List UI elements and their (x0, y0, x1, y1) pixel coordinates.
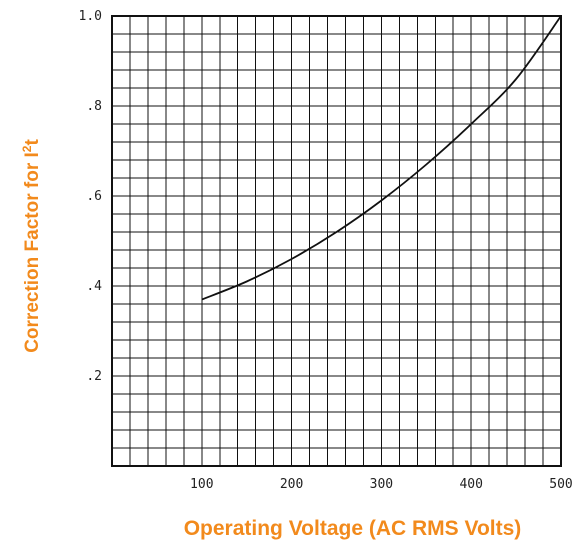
y-tick-label: .4 (86, 279, 102, 294)
y-tick-label: 1.0 (79, 9, 102, 24)
x-axis-label: Operating Voltage (AC RMS Volts) (184, 517, 522, 540)
x-tick-label: 200 (280, 477, 303, 492)
x-tick-label: 500 (549, 477, 572, 492)
x-tick-label: 100 (190, 477, 213, 492)
series-line (201, 15, 562, 301)
y-axis-label-tail: t (22, 139, 43, 146)
y-tick-label: .8 (86, 99, 102, 114)
x-tick-label: 300 (370, 477, 393, 492)
x-tick-label: 400 (459, 477, 482, 492)
y-axis-label: Correction Factor for I2t (20, 139, 43, 353)
x-tick-labels: 100 200 300 400 500 (190, 477, 573, 492)
grid (112, 16, 561, 466)
y-tick-labels: .2 .4 .6 .8 1.0 (79, 9, 103, 384)
y-tick-label: .2 (86, 369, 102, 384)
y-axis-label-main: Correction Factor for I (22, 152, 43, 353)
y-axis-label-sup: 2 (20, 145, 34, 152)
plot-frame (111, 15, 562, 467)
y-tick-label: .6 (86, 189, 102, 204)
